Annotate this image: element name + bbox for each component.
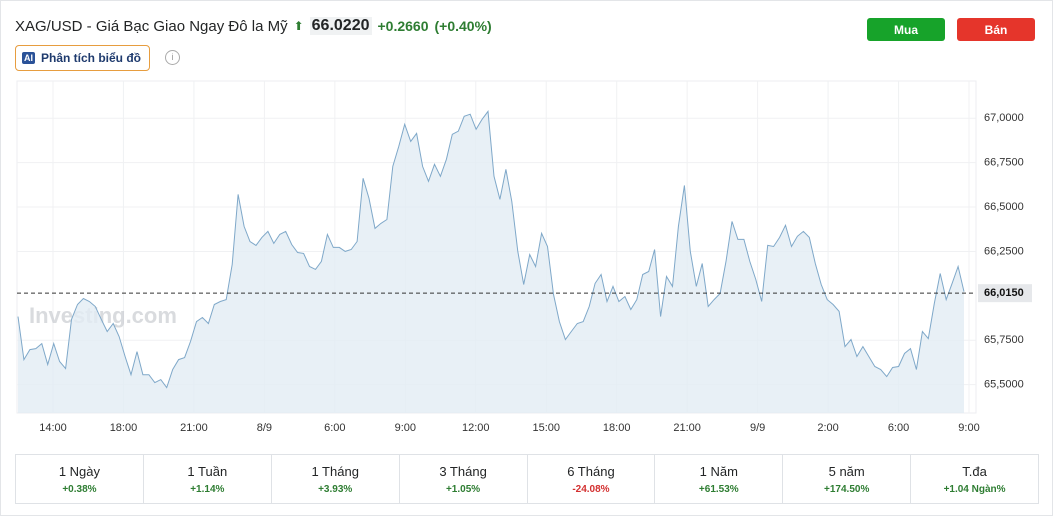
period-change: +0.38% xyxy=(62,484,97,495)
y-tick-label: 66,2500 xyxy=(984,245,1024,257)
period-change: +1.14% xyxy=(190,484,225,495)
info-icon[interactable]: i xyxy=(165,50,180,65)
x-tick-label: 18:00 xyxy=(110,422,138,434)
y-tick-label: 66,7500 xyxy=(984,157,1024,169)
period-cell[interactable]: 3 Tháng +1.05% xyxy=(400,455,528,503)
period-cell[interactable]: 1 Ngày +0.38% xyxy=(16,455,144,503)
reference-label: 66,0150 xyxy=(984,287,1024,299)
x-tick-label: 6:00 xyxy=(888,422,909,434)
x-tick-label: 14:00 xyxy=(39,422,67,434)
sell-button[interactable]: Bán xyxy=(957,18,1035,41)
period-change: -24.08% xyxy=(572,484,610,495)
period-label: 1 Tháng xyxy=(311,464,359,479)
period-change: +61.53% xyxy=(698,484,739,495)
analysis-button[interactable]: AI Phân tích biểu đồ xyxy=(15,45,151,71)
x-tick-label: 18:00 xyxy=(603,422,631,434)
change-pct: (+0.40%) xyxy=(434,18,492,34)
analysis-label: Phân tích biểu đồ xyxy=(41,51,142,65)
x-tick-label: 9:00 xyxy=(395,422,416,434)
x-tick-label: 12:00 xyxy=(462,422,490,434)
x-tick-label: 9:00 xyxy=(958,422,979,434)
price-line xyxy=(17,110,965,389)
period-label: 5 năm xyxy=(828,464,865,479)
header: XAG/USD - Giá Bạc Giao Ngay Đô la Mỹ ⬆ 6… xyxy=(15,17,492,35)
x-tick-label: 8/9 xyxy=(257,422,272,434)
period-change: +1.05% xyxy=(445,484,481,495)
buy-button[interactable]: Mua xyxy=(867,18,945,41)
up-arrow: ⬆ xyxy=(293,19,304,33)
period-label: 1 Năm xyxy=(699,464,738,479)
period-change: +1.04 Ngàn% xyxy=(943,484,1006,495)
title: XAG/USD - Giá Bạc Giao Ngay Đô la Mỹ xyxy=(15,17,288,35)
change: +0.2660 xyxy=(377,18,429,34)
y-tick-label: 65,5000 xyxy=(984,378,1024,390)
period-change: +3.93% xyxy=(318,484,353,495)
reference-label-box xyxy=(978,284,1032,303)
x-tick-label: 15:00 xyxy=(532,422,560,434)
period-cell[interactable]: 6 Tháng -24.08% xyxy=(528,455,656,503)
ai-badge: AI xyxy=(22,52,35,64)
price: 66.0220 xyxy=(309,17,372,35)
period-cell[interactable]: 5 năm +174.50% xyxy=(783,455,912,503)
period-cell[interactable]: T.đa +1.04 Ngàn% xyxy=(911,455,1038,503)
x-tick-label: 9/9 xyxy=(750,422,765,434)
period-label: 3 Tháng xyxy=(439,464,487,479)
chart: 65,5000 65,7500 66,2500 66,5000 66,7500 67,00… xyxy=(16,80,1032,434)
x-tick-label: 21:00 xyxy=(673,422,701,434)
period-label: 1 Ngày xyxy=(58,464,101,479)
x-tick-label: 2:00 xyxy=(817,422,838,434)
period-change: +174.50% xyxy=(824,484,870,495)
x-tick-label: 6:00 xyxy=(324,422,345,434)
y-tick-label: 66,5000 xyxy=(984,201,1024,213)
period-label: 6 Tháng xyxy=(567,464,615,479)
period-bar: 1 Ngày +0.38% 1 Tuần +1.14% 1 Tháng +3.93% 3 T… xyxy=(15,454,1039,504)
period-cell[interactable]: 1 Tháng +3.93% xyxy=(272,455,400,503)
y-tick-label: 67,0000 xyxy=(984,112,1024,124)
period-cell[interactable]: 1 Tuần +1.14% xyxy=(144,455,272,503)
y-tick-label: 65,7500 xyxy=(984,334,1024,346)
period-cell[interactable]: 1 Năm +61.53% xyxy=(655,455,784,503)
area-fill xyxy=(18,111,964,414)
period-label: T.đa xyxy=(962,464,987,479)
period-label: 1 Tuần xyxy=(187,464,228,479)
x-tick-label: 21:00 xyxy=(180,422,208,434)
